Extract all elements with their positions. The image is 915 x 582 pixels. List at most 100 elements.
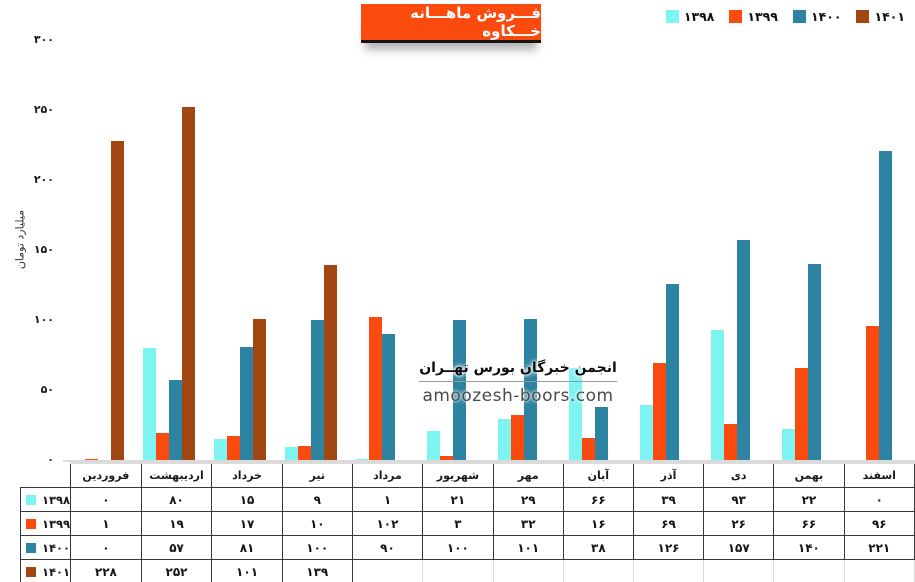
series-color-swatch-icon [26,494,36,505]
table-header-month-12: اسفند [843,462,915,488]
table-year-cell-1400: ۱۴۰۰ [19,535,72,560]
table-cell-1398-month-9: ۳۹ [632,487,705,512]
legend-label-1400: ۱۴۰۰ [810,9,842,24]
table-cell-1399-month-7: ۳۲ [492,511,564,536]
y-tick-200: ۲۰۰ [33,173,54,186]
table-header-month-7: مهر [492,462,564,488]
bar-1400-month-3 [240,347,253,460]
y-tick-100: ۱۰۰ [33,313,54,326]
table-header-month-11: بهمن [773,462,845,488]
y-tick-0: ۰ [47,453,54,466]
table-cell-1399-month-1: ۱ [70,511,142,536]
bar-1399-month-12 [866,326,879,460]
table-header-month-2: اردیبهشت [140,462,213,488]
series-color-swatch-icon [26,566,36,577]
table-corner-cell [21,463,71,488]
bar-1398-month-11 [782,429,795,460]
year-label: ۱۴۰۱ [42,564,71,579]
y-tick-150: ۱۵۰ [33,243,54,256]
bar-1400-month-9 [666,284,679,460]
table-cell-1401-month-11 [773,559,845,582]
table-cell-1399-month-5: ۱۰۲ [351,511,424,536]
bar-1398-month-4 [285,447,298,460]
bar-1398-month-2 [143,348,156,460]
table-cell-1400-month-6: ۱۰۰ [422,535,494,560]
bar-1400-month-11 [808,264,821,460]
table-cell-1401-month-6 [422,559,494,582]
table-cell-1400-month-1: ۰ [70,535,142,560]
table-cell-1399-month-11: ۶۶ [773,511,845,536]
table-cell-1400-month-2: ۵۷ [140,535,213,560]
legend-label-1399: ۱۳۹۹ [747,9,778,24]
y-tick-250: ۲۵۰ [33,103,54,116]
table-cell-1400-month-9: ۱۲۶ [632,535,705,560]
table-header-month-3: خرداد [211,462,283,488]
bar-1400-month-12 [879,151,892,460]
table-cell-1398-month-2: ۸۰ [140,487,213,512]
bar-1399-month-8 [582,438,595,460]
table-cell-1399-month-2: ۱۹ [140,511,213,536]
table-cell-1401-month-2: ۲۵۲ [140,559,213,582]
bar-1401-month-1 [111,141,124,460]
table-row-1399: ۱۳۹۹ ۱ ۱۹ ۱۷ ۱۰ ۱۰۲ ۳ ۳۲ ۱۶ ۶۹ ۲۶ ۶۶ ۹۶ [19,511,915,536]
table-cell-1400-month-3: ۸۱ [211,535,283,560]
legend-swatch-1401-icon [856,10,870,23]
table-cell-1399-month-4: ۱۰ [281,511,353,536]
table-row-1400: ۱۴۰۰ ۰ ۵۷ ۸۱ ۱۰۰ ۹۰ ۱۰۰ ۱۰۱ ۳۸ ۱۲۶ ۱۵۷ ۱۴۰ ۲۲۱ [19,535,915,560]
y-tick-300: ۳۰۰ [33,33,54,46]
chart-title-box: فـــروش ماهـــانه خـــکاوه [361,4,541,43]
series-color-swatch-icon [26,518,36,529]
table-cell-1401-month-12 [843,559,915,582]
table-cell-1399-month-3: ۱۷ [211,511,283,536]
year-label: ۱۴۰۰ [42,540,71,555]
watermark-site-text: amoozesh-boors.com [422,386,614,406]
watermark: انجمن خبرگان بورس تهــران amoozesh-boors… [419,360,617,406]
table-cell-1398-month-3: ۱۵ [211,487,283,512]
bar-1399-month-4 [298,446,311,460]
bar-1398-month-6 [427,431,440,460]
table-cell-1399-month-9: ۶۹ [632,511,705,536]
table-cell-1400-month-7: ۱۰۱ [492,535,564,560]
table-cell-1398-month-1: ۰ [70,487,142,512]
table-cell-1398-month-10: ۹۳ [703,487,775,512]
table-cell-1399-month-12: ۹۶ [843,511,915,536]
table-year-cell-1401: ۱۴۰۱ [19,559,72,582]
table-cell-1398-month-6: ۲۱ [422,487,494,512]
table-cell-1400-month-11: ۱۴۰ [773,535,845,560]
bar-1399-month-6 [440,456,453,460]
table-cell-1401-month-4: ۱۳۹ [281,559,353,582]
table-cell-1401-month-5 [351,559,424,582]
table-cell-1401-month-3: ۱۰۱ [211,559,283,582]
legend-label-1398: ۱۳۹۸ [683,9,715,24]
chart-title: فـــروش ماهـــانه خـــکاوه [410,4,541,40]
table-cell-1398-month-12: ۰ [843,487,915,512]
bar-1401-month-2 [182,107,195,460]
bar-1399-month-7 [511,415,524,460]
bar-1400-month-4 [311,320,324,460]
table-cell-1399-month-10: ۲۶ [703,511,775,536]
table-cell-1400-month-8: ۳۸ [562,535,634,560]
bar-1399-month-1 [85,459,98,460]
bar-1399-month-3 [227,436,240,460]
bar-1399-month-9 [653,363,666,460]
data-table: فروردین اردیبهشت خرداد تیر مرداد شهریور مهر آبا… [19,462,915,582]
bar-1399-month-5 [369,317,382,460]
table-cell-1399-month-6: ۳ [422,511,494,536]
legend-label-1401: ۱۴۰۱ [874,9,905,24]
y-tick-50: ۵۰ [40,383,54,396]
table-header-month-4: تیر [281,462,353,488]
bar-1401-month-4 [324,265,337,460]
legend-item-1398: ۱۳۹۸ [665,9,715,24]
year-cell-content: ۱۳۹۹ [22,517,70,531]
series-color-swatch-icon [26,542,36,553]
bar-1399-month-11 [795,368,808,460]
bar-1400-month-7 [524,319,537,460]
bar-1401-month-3 [253,319,266,460]
table-cell-1398-month-4: ۹ [281,487,353,512]
table-cell-1398-month-5: ۱ [351,487,424,512]
table-row-1401: ۱۴۰۱ ۲۲۸ ۲۵۲ ۱۰۱ ۱۳۹ [19,559,915,582]
table-header-month-9: آذر [632,462,705,488]
table-header-month-10: دی [703,462,775,488]
table-cell-1401-month-9 [632,559,705,582]
